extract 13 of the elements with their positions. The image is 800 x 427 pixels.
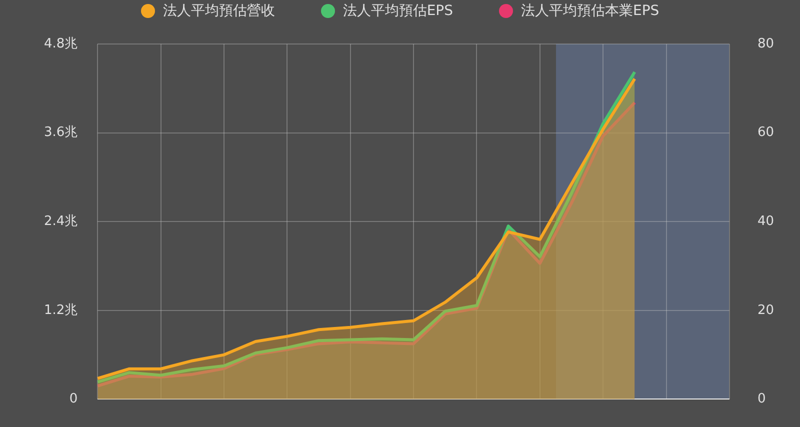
y2-tick-label: 80 [757, 36, 774, 52]
y-tick-label: 3.6兆 [44, 125, 78, 140]
y2-tick-label: 0 [757, 392, 766, 407]
y2-tick-label: 60 [757, 125, 774, 140]
y-tick-label: 4.8兆 [44, 36, 78, 52]
legend-label: 法人平均預估EPS [342, 2, 453, 20]
legend-label: 法人平均預估本業EPS [521, 2, 660, 20]
y2-tick-label: 20 [757, 302, 774, 318]
y-tick-label: 2.4兆 [44, 214, 78, 229]
legend-label: 法人平均預估營收 [162, 2, 275, 20]
y-tick-label: 0 [69, 392, 78, 407]
y2-tick-label: 40 [757, 214, 774, 229]
y-tick-label: 1.2兆 [44, 302, 78, 318]
